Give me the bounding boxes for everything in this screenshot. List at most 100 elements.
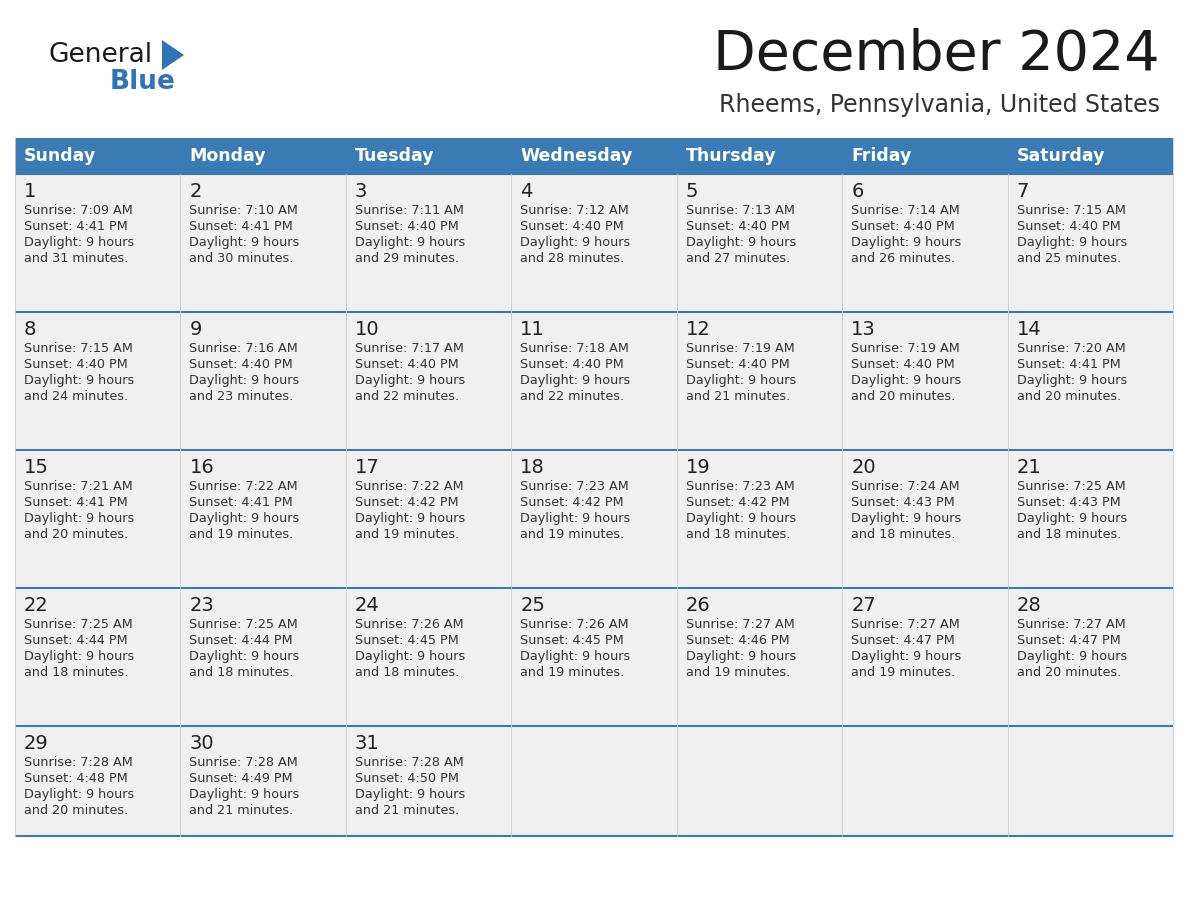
Text: Sunset: 4:40 PM: Sunset: 4:40 PM xyxy=(685,220,790,233)
Bar xyxy=(181,174,346,312)
Text: and 21 minutes.: and 21 minutes. xyxy=(685,390,790,403)
Bar xyxy=(1007,312,1173,450)
Text: Sunset: 4:40 PM: Sunset: 4:40 PM xyxy=(685,358,790,371)
Text: Daylight: 9 hours: Daylight: 9 hours xyxy=(685,236,796,249)
Text: Sunset: 4:41 PM: Sunset: 4:41 PM xyxy=(24,496,128,509)
Text: and 21 minutes.: and 21 minutes. xyxy=(189,804,293,817)
Text: Sunset: 4:46 PM: Sunset: 4:46 PM xyxy=(685,634,789,647)
Text: 13: 13 xyxy=(851,320,876,339)
Text: Daylight: 9 hours: Daylight: 9 hours xyxy=(355,236,466,249)
Text: Sunday: Sunday xyxy=(24,147,96,165)
Bar xyxy=(15,138,1173,174)
Text: Daylight: 9 hours: Daylight: 9 hours xyxy=(1017,650,1127,663)
Text: and 23 minutes.: and 23 minutes. xyxy=(189,390,293,403)
Text: 18: 18 xyxy=(520,458,545,477)
Bar xyxy=(1007,450,1173,588)
Text: Daylight: 9 hours: Daylight: 9 hours xyxy=(24,512,134,525)
Bar xyxy=(15,588,181,726)
Text: Sunset: 4:47 PM: Sunset: 4:47 PM xyxy=(1017,634,1120,647)
Text: Sunrise: 7:28 AM: Sunrise: 7:28 AM xyxy=(355,756,463,769)
Text: Sunrise: 7:14 AM: Sunrise: 7:14 AM xyxy=(851,204,960,217)
Text: and 30 minutes.: and 30 minutes. xyxy=(189,252,293,265)
Bar xyxy=(1007,174,1173,312)
Text: Sunset: 4:40 PM: Sunset: 4:40 PM xyxy=(189,358,293,371)
Text: Daylight: 9 hours: Daylight: 9 hours xyxy=(685,512,796,525)
Text: and 19 minutes.: and 19 minutes. xyxy=(851,666,955,679)
Text: Sunset: 4:47 PM: Sunset: 4:47 PM xyxy=(851,634,955,647)
Bar xyxy=(15,312,181,450)
Text: Sunrise: 7:10 AM: Sunrise: 7:10 AM xyxy=(189,204,298,217)
Text: 8: 8 xyxy=(24,320,37,339)
Text: Sunrise: 7:19 AM: Sunrise: 7:19 AM xyxy=(851,342,960,355)
Bar xyxy=(346,588,511,726)
Text: 28: 28 xyxy=(1017,596,1042,615)
Text: Daylight: 9 hours: Daylight: 9 hours xyxy=(1017,374,1127,387)
Bar xyxy=(346,450,511,588)
Polygon shape xyxy=(162,40,184,70)
Text: 12: 12 xyxy=(685,320,710,339)
Text: Sunrise: 7:15 AM: Sunrise: 7:15 AM xyxy=(24,342,133,355)
Text: Sunset: 4:40 PM: Sunset: 4:40 PM xyxy=(355,358,459,371)
Bar xyxy=(15,174,181,312)
Text: Sunset: 4:45 PM: Sunset: 4:45 PM xyxy=(520,634,624,647)
Text: Daylight: 9 hours: Daylight: 9 hours xyxy=(1017,512,1127,525)
Text: Sunrise: 7:17 AM: Sunrise: 7:17 AM xyxy=(355,342,463,355)
Text: 7: 7 xyxy=(1017,182,1029,201)
Text: and 28 minutes.: and 28 minutes. xyxy=(520,252,625,265)
Text: Wednesday: Wednesday xyxy=(520,147,633,165)
Text: 25: 25 xyxy=(520,596,545,615)
Text: Sunrise: 7:26 AM: Sunrise: 7:26 AM xyxy=(520,618,628,631)
Text: Daylight: 9 hours: Daylight: 9 hours xyxy=(1017,236,1127,249)
Text: 15: 15 xyxy=(24,458,49,477)
Text: Sunset: 4:49 PM: Sunset: 4:49 PM xyxy=(189,772,293,785)
Text: Daylight: 9 hours: Daylight: 9 hours xyxy=(189,374,299,387)
Bar xyxy=(677,450,842,588)
Text: and 18 minutes.: and 18 minutes. xyxy=(1017,528,1121,541)
Text: Sunset: 4:50 PM: Sunset: 4:50 PM xyxy=(355,772,459,785)
Text: Sunrise: 7:25 AM: Sunrise: 7:25 AM xyxy=(1017,480,1125,493)
Text: Sunrise: 7:25 AM: Sunrise: 7:25 AM xyxy=(189,618,298,631)
Bar xyxy=(511,450,677,588)
Bar xyxy=(842,726,1007,836)
Text: Sunset: 4:41 PM: Sunset: 4:41 PM xyxy=(189,220,293,233)
Text: Sunset: 4:43 PM: Sunset: 4:43 PM xyxy=(851,496,955,509)
Bar xyxy=(181,450,346,588)
Text: 22: 22 xyxy=(24,596,49,615)
Text: Sunrise: 7:21 AM: Sunrise: 7:21 AM xyxy=(24,480,133,493)
Text: 4: 4 xyxy=(520,182,532,201)
Text: Sunrise: 7:16 AM: Sunrise: 7:16 AM xyxy=(189,342,298,355)
Text: 27: 27 xyxy=(851,596,876,615)
Text: 1: 1 xyxy=(24,182,37,201)
Text: Sunset: 4:40 PM: Sunset: 4:40 PM xyxy=(851,358,955,371)
Text: Sunset: 4:40 PM: Sunset: 4:40 PM xyxy=(1017,220,1120,233)
Text: Daylight: 9 hours: Daylight: 9 hours xyxy=(851,512,961,525)
Text: Sunrise: 7:26 AM: Sunrise: 7:26 AM xyxy=(355,618,463,631)
Text: and 20 minutes.: and 20 minutes. xyxy=(851,390,955,403)
Text: 2: 2 xyxy=(189,182,202,201)
Bar xyxy=(346,726,511,836)
Text: and 19 minutes.: and 19 minutes. xyxy=(520,666,625,679)
Text: 10: 10 xyxy=(355,320,379,339)
Text: 23: 23 xyxy=(189,596,214,615)
Text: Daylight: 9 hours: Daylight: 9 hours xyxy=(355,788,466,801)
Text: Sunset: 4:41 PM: Sunset: 4:41 PM xyxy=(24,220,128,233)
Text: Thursday: Thursday xyxy=(685,147,776,165)
Bar xyxy=(346,174,511,312)
Text: Daylight: 9 hours: Daylight: 9 hours xyxy=(24,236,134,249)
Text: Monday: Monday xyxy=(189,147,266,165)
Bar xyxy=(346,312,511,450)
Text: Daylight: 9 hours: Daylight: 9 hours xyxy=(24,788,134,801)
Text: Sunset: 4:44 PM: Sunset: 4:44 PM xyxy=(189,634,293,647)
Text: December 2024: December 2024 xyxy=(713,28,1159,82)
Text: and 24 minutes.: and 24 minutes. xyxy=(24,390,128,403)
Text: 6: 6 xyxy=(851,182,864,201)
Text: Sunset: 4:42 PM: Sunset: 4:42 PM xyxy=(685,496,789,509)
Text: 3: 3 xyxy=(355,182,367,201)
Bar xyxy=(181,312,346,450)
Text: and 18 minutes.: and 18 minutes. xyxy=(355,666,460,679)
Text: Daylight: 9 hours: Daylight: 9 hours xyxy=(851,650,961,663)
Text: Sunrise: 7:23 AM: Sunrise: 7:23 AM xyxy=(520,480,628,493)
Bar xyxy=(677,726,842,836)
Text: General: General xyxy=(48,42,152,68)
Text: and 26 minutes.: and 26 minutes. xyxy=(851,252,955,265)
